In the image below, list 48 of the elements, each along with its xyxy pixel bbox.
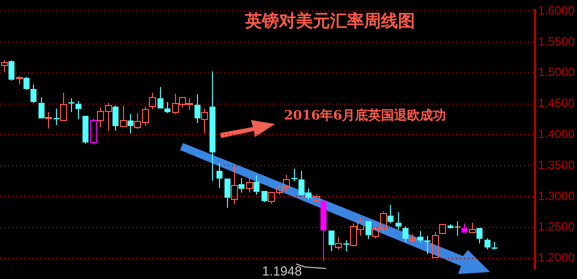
candlestick <box>246 176 253 193</box>
candlestick <box>30 84 36 104</box>
candlestick <box>418 230 424 244</box>
candlestick <box>484 238 490 250</box>
candlestick <box>320 199 326 262</box>
y-tick-label: 1.5000 <box>538 65 576 80</box>
candlestick <box>454 220 460 236</box>
candlestick <box>238 177 244 193</box>
candlestick <box>388 204 394 224</box>
candlestick <box>45 112 52 130</box>
candlestick <box>164 101 170 114</box>
candlestick <box>254 174 260 196</box>
y-tick-label: 1.2000 <box>538 250 576 265</box>
candlestick <box>60 92 67 121</box>
candlestick <box>424 235 430 255</box>
candlestick <box>216 162 222 188</box>
candlestick <box>262 190 268 203</box>
candlestick <box>396 212 402 230</box>
candlestick <box>54 108 60 126</box>
annotation: 1.1948 <box>262 264 302 279</box>
y-tick-label: 1.3500 <box>538 158 576 172</box>
candlestick <box>402 226 408 242</box>
candlestick <box>38 96 44 118</box>
y-tick-label: 1.3000 <box>538 188 576 203</box>
candlestick <box>462 222 468 233</box>
candlestick <box>201 108 208 134</box>
candlestick <box>231 165 238 205</box>
chart-title: 英镑对美元汇率周线图 <box>244 11 415 32</box>
candlestick <box>224 178 230 208</box>
candlestick <box>16 75 23 85</box>
candlestick <box>476 228 482 244</box>
candlestick <box>120 105 127 128</box>
y-tick-label: 1.4000 <box>538 127 576 142</box>
y-tick-label: 1.5500 <box>538 34 576 48</box>
candlestick <box>210 70 216 182</box>
candlestick <box>366 221 372 240</box>
candlestick <box>158 86 164 108</box>
annotation: 2016年6月底英国退欧成功 <box>284 107 446 124</box>
y-tick-label: 1.4500 <box>538 96 576 110</box>
candlestick <box>76 100 82 120</box>
candlestick <box>24 76 30 90</box>
candlestick <box>194 94 200 124</box>
candlestick <box>328 230 334 252</box>
candlestick <box>128 114 134 134</box>
y-tick-label: 1.6000 <box>538 3 576 18</box>
candlestick <box>469 222 476 233</box>
y-tick-label: 1.2500 <box>538 220 576 234</box>
candlestick <box>112 105 118 132</box>
